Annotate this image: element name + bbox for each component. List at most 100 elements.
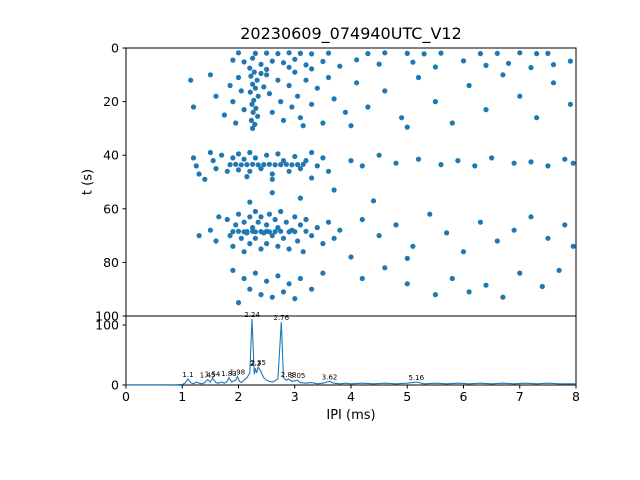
scatter-point: [432, 99, 438, 105]
scatter-point: [258, 166, 264, 172]
scatter-point: [300, 249, 306, 255]
scatter-point: [188, 77, 194, 83]
scatter-point: [337, 63, 343, 69]
scatter-point: [202, 176, 208, 182]
scatter-point: [562, 222, 568, 228]
scatter-point: [292, 69, 298, 75]
scatter-point: [494, 50, 500, 57]
scatter-point: [269, 109, 275, 115]
scatter-point: [545, 235, 551, 241]
scatter-point: [213, 166, 219, 172]
scatter-point: [253, 105, 259, 111]
scatter-point: [320, 241, 326, 247]
peak-annotation: 1.1: [182, 371, 193, 379]
scatter-point: [238, 235, 244, 241]
scatter-point: [275, 151, 281, 157]
scatter-point: [280, 235, 287, 241]
scatter-point: [365, 51, 371, 57]
scatter-point: [250, 81, 256, 87]
scatter-point: [247, 241, 253, 247]
peak-annotation: 2.3: [250, 360, 261, 368]
scatter-point: [241, 59, 247, 65]
scatter-point: [382, 265, 388, 271]
scatter-point: [252, 85, 258, 91]
scatter-point: [255, 162, 261, 168]
scatter-point: [382, 88, 388, 94]
scatter-point: [309, 101, 315, 107]
scatter-point: [348, 123, 354, 129]
scatter-point: [320, 270, 326, 276]
scatter-point: [517, 50, 523, 56]
scatter-point: [303, 77, 309, 83]
scatter-point: [247, 199, 253, 205]
scatter-point: [280, 289, 287, 295]
peak-annotation: 3.05: [290, 372, 306, 380]
scatter-point: [252, 270, 258, 276]
scatter-point: [269, 176, 275, 182]
scatter-point: [297, 166, 303, 172]
peak-annotation: 2.35: [250, 359, 266, 367]
scatter-point: [314, 85, 320, 91]
scatter-point: [539, 283, 545, 290]
scatter-point: [289, 162, 295, 168]
scatter-point: [415, 74, 422, 81]
y-tick-label: 20: [103, 94, 119, 109]
peak-annotation: 5.16: [409, 374, 425, 382]
scatter-point: [241, 219, 247, 225]
scatter-point: [280, 60, 287, 66]
scatter-point: [258, 246, 264, 252]
peak-annotation: 3.62: [322, 373, 338, 381]
scatter-point: [303, 216, 309, 223]
scatter-point: [250, 109, 256, 115]
scatter-point: [320, 58, 326, 64]
scatter-point: [250, 161, 256, 167]
scatter-point: [393, 160, 399, 166]
scatter-point: [207, 149, 213, 156]
scatter-point: [376, 61, 382, 67]
scatter-point: [283, 161, 289, 167]
scatter-point: [342, 109, 348, 115]
scatter-point: [254, 77, 260, 83]
scatter-point: [244, 162, 250, 168]
scatter-point: [556, 267, 562, 273]
scatter-point: [432, 292, 438, 298]
scatter-point: [404, 50, 410, 57]
scatter-point: [314, 225, 320, 231]
y-tick-label: 80: [103, 255, 119, 270]
y-tick-label: 0: [111, 378, 119, 393]
scatter-point: [325, 50, 332, 56]
scatter-point: [359, 216, 365, 223]
scatter-point: [230, 229, 236, 235]
scatter-point: [230, 57, 236, 63]
scatter-point: [466, 289, 472, 295]
scatter-point: [275, 77, 281, 83]
scatter-point: [404, 255, 410, 261]
scatter-point: [261, 162, 267, 168]
scatter-point: [269, 233, 275, 239]
x-tick-label: 3: [291, 389, 299, 404]
scatter-point: [196, 171, 202, 177]
scatter-point: [233, 161, 239, 167]
scatter-point: [269, 58, 275, 64]
scatter-point: [244, 174, 250, 180]
scatter-point: [460, 249, 467, 255]
scatter-point: [207, 227, 213, 233]
figure-title: 20230609_074940UTC_V12: [240, 24, 462, 43]
scatter-point: [297, 50, 303, 57]
scatter-point: [224, 168, 230, 174]
y-tick-label: 40: [103, 148, 119, 163]
x-tick-label: 4: [347, 389, 355, 404]
peak-annotation: 1.98: [230, 369, 246, 377]
y-tick-label: 0: [111, 41, 119, 56]
scatter-point: [230, 267, 236, 273]
scatter-point: [227, 162, 233, 168]
scatter-point: [432, 64, 438, 70]
x-tick-label: 6: [460, 389, 468, 404]
scatter-point: [275, 51, 281, 57]
scatter-point: [449, 275, 455, 282]
scatter-point: [266, 161, 272, 167]
scatter-point: [248, 73, 254, 79]
scatter-point: [251, 69, 257, 75]
scatter-point: [286, 168, 292, 174]
